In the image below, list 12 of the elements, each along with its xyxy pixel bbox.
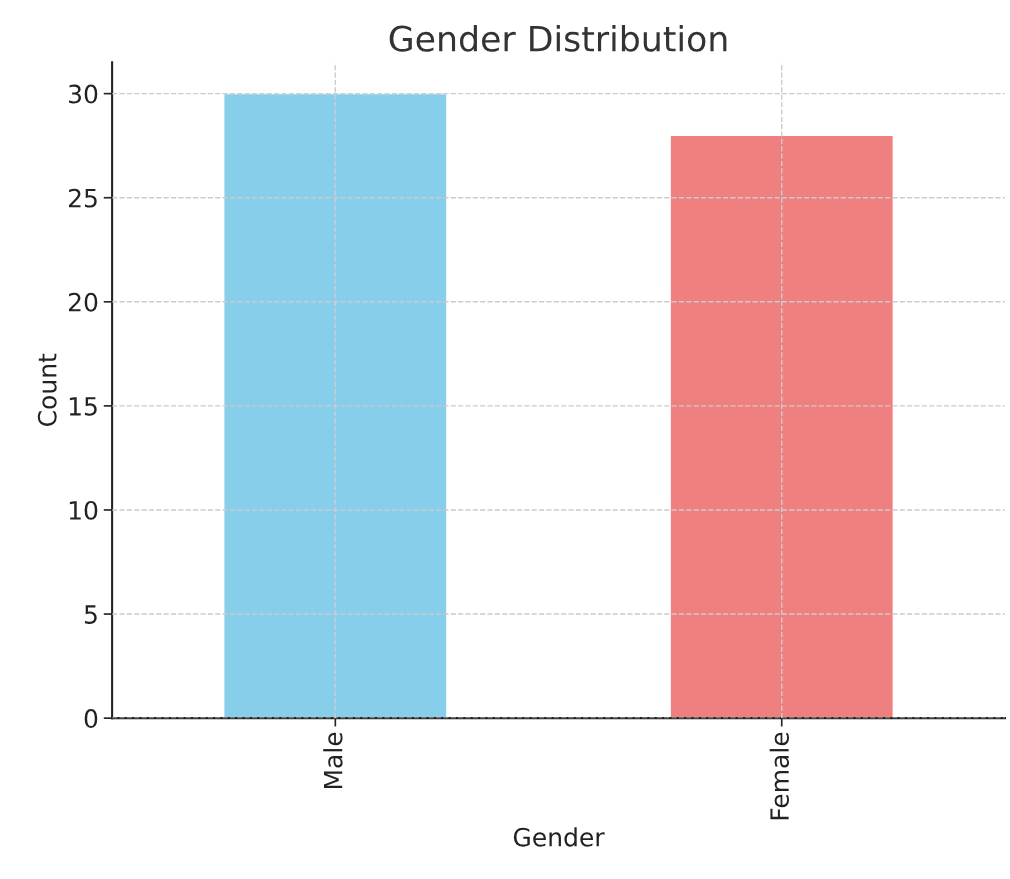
chart-title: Gender Distribution	[389, 24, 727, 52]
y-tick-label: 15	[69, 397, 97, 416]
y-tick-label: 10	[69, 500, 98, 520]
x-tick-label: Female	[769, 732, 789, 820]
x-axis-title: Gender	[513, 827, 605, 847]
y-axis-title: Count	[37, 353, 57, 426]
y-tick-label: 30	[69, 84, 98, 104]
x-tick-label: Male	[323, 732, 343, 789]
y-tick-label: 0	[84, 709, 98, 728]
y-tick-label: 5	[84, 605, 97, 624]
y-tick-label: 20	[68, 292, 98, 312]
y-tick-label: 25	[68, 188, 97, 208]
